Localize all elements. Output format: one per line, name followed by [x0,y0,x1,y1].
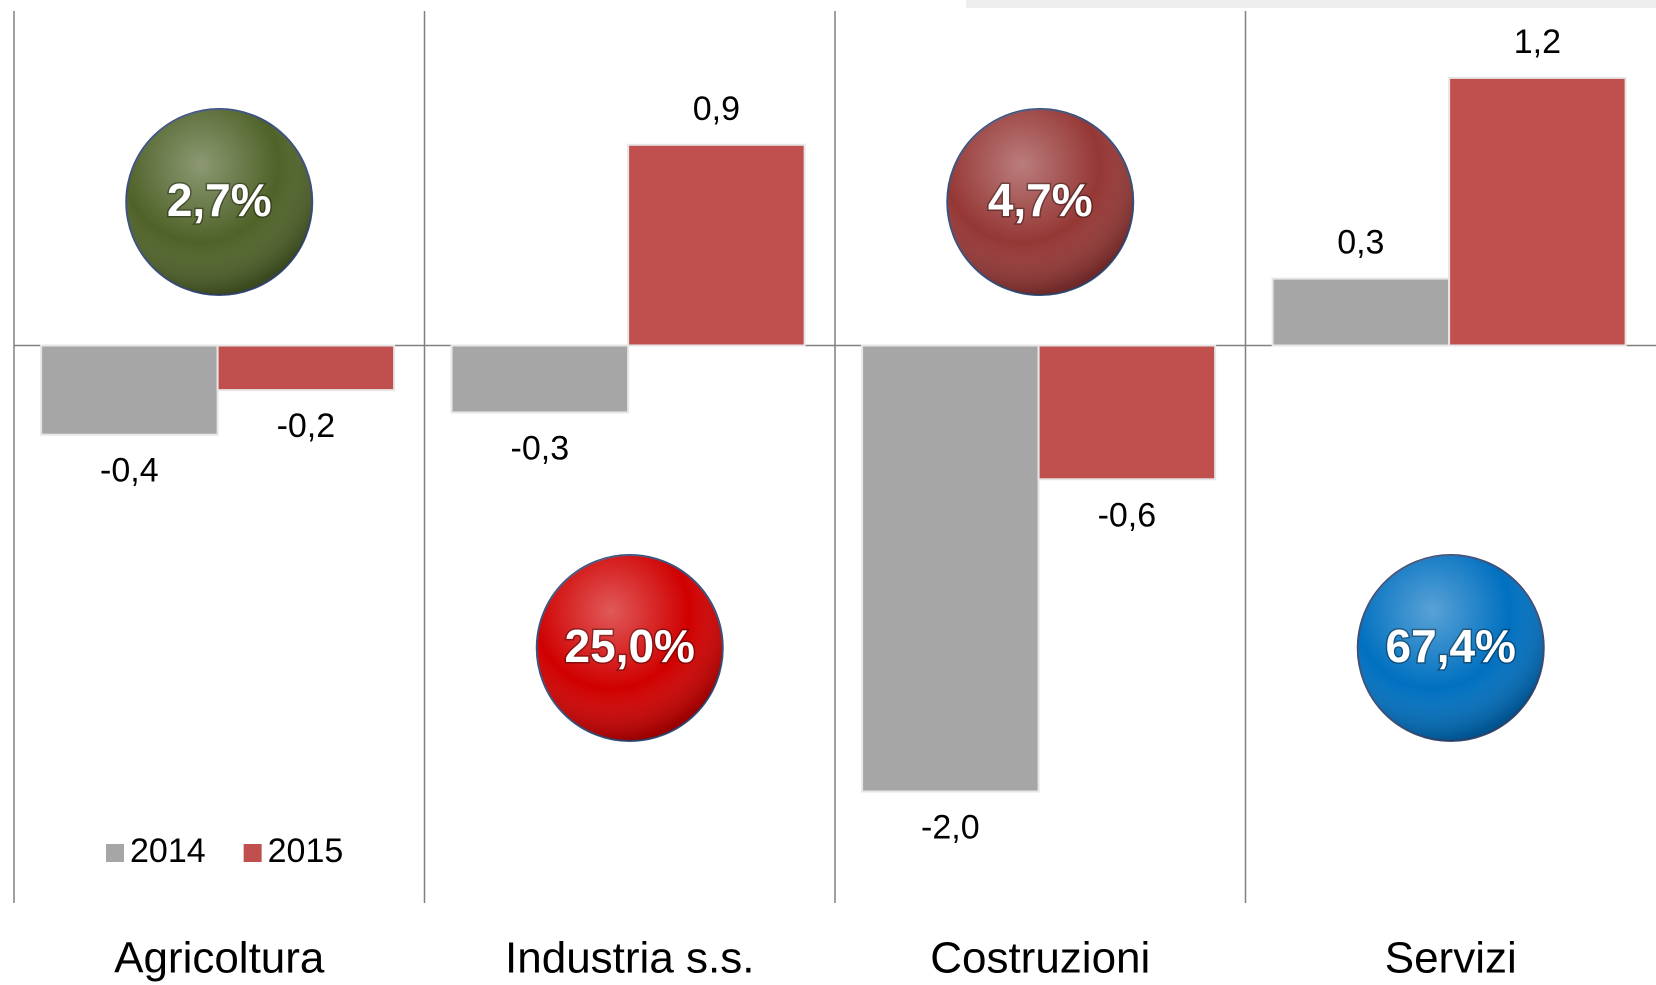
x-tick-label: Servizi [1385,934,1517,983]
bar [40,344,219,436]
data-label: -2,0 [921,808,980,846]
data-label: 0,9 [693,90,740,128]
data-label: -0,4 [100,452,159,490]
legend-swatch [106,844,124,862]
bar [861,344,1040,793]
annotation-shine [1357,555,1544,741]
x-tick-label: Costruzioni [930,934,1150,983]
annotation-shine [126,109,313,295]
annotation-text: 67,4% [1386,620,1516,672]
annotation-shine [536,555,723,741]
data-label: -0,6 [1098,496,1157,534]
annotation-text: 2,7% [167,174,272,226]
bar [1448,76,1627,347]
x-tick-label: Industria s.s. [505,934,754,983]
top-strip [966,0,1656,8]
annotation-text: 25,0% [565,620,695,672]
bar [450,344,630,414]
x-tick-label: Agricoltura [114,934,325,983]
data-label: 1,2 [1514,23,1561,61]
data-label: -0,2 [277,407,336,445]
annotation-text: 4,7% [988,174,1093,226]
data-label: -0,3 [511,429,570,467]
legend-label: 2015 [268,832,344,870]
bar [1271,277,1451,347]
legend-label: 2014 [130,832,206,870]
bar [216,344,396,392]
annotation-shine [947,109,1134,295]
data-label: 0,3 [1337,224,1384,262]
legend-swatch [243,844,262,862]
bar [1037,344,1217,481]
bar [627,143,806,347]
